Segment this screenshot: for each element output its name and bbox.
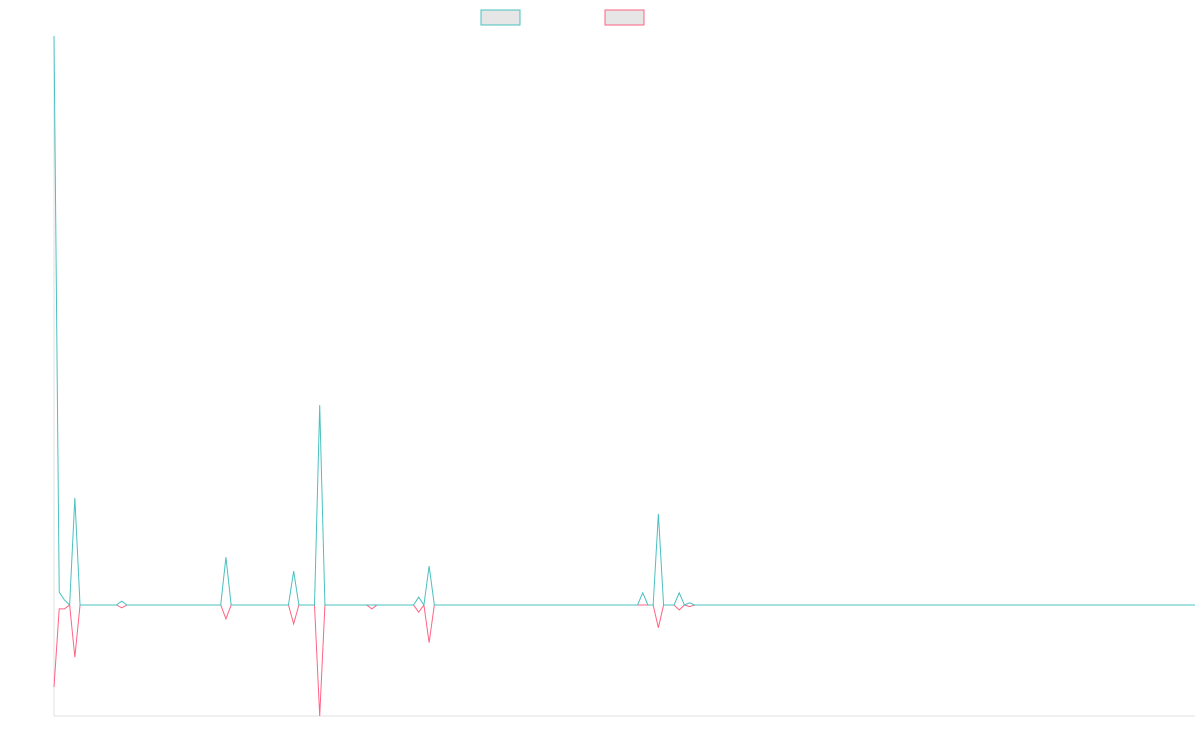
legend-swatch [480,9,521,26]
line-series [53,603,1195,717]
legend-swatch [604,9,645,26]
line-series [53,35,1195,607]
